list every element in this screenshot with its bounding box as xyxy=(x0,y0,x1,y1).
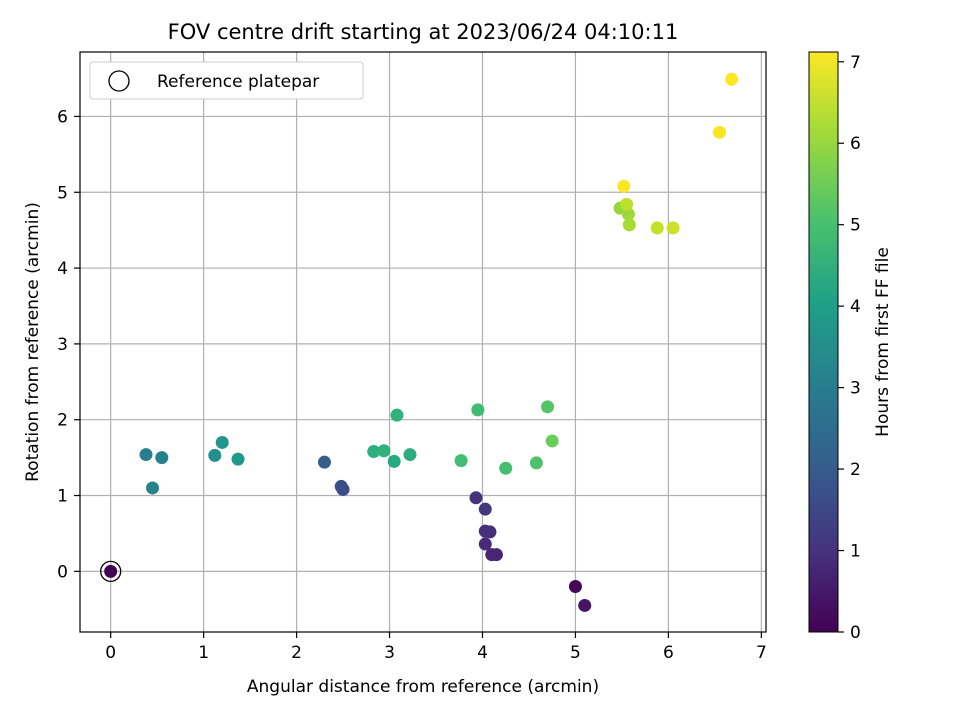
data-point xyxy=(485,548,499,562)
legend: Reference platepar xyxy=(89,61,364,100)
reference-platepar-marker xyxy=(100,560,122,582)
reference-marker xyxy=(100,560,122,582)
colorbar: 0 1 2 3 4 5 6 7 Hours from first FF file xyxy=(808,51,893,643)
data-point xyxy=(621,207,635,221)
colorbar-tick-label: 5 xyxy=(850,216,861,236)
data-point xyxy=(390,408,404,422)
data-point xyxy=(104,564,118,578)
data-point xyxy=(377,444,391,458)
y-tick-label: 4 xyxy=(57,259,68,279)
data-point xyxy=(545,434,559,448)
colorbar-tick-label: 2 xyxy=(850,460,861,480)
colorbar-tick-label: 1 xyxy=(850,542,861,562)
legend-marker-icon xyxy=(108,70,130,92)
data-point xyxy=(478,537,492,551)
data-point xyxy=(568,580,582,594)
y-axis-ticks: 0 1 2 3 4 5 6 xyxy=(57,107,80,582)
x-tick-label: 4 xyxy=(477,643,488,663)
data-point xyxy=(403,448,417,462)
colorbar-tick-label: 0 xyxy=(850,623,861,643)
data-point xyxy=(215,435,229,449)
data-point xyxy=(620,197,634,211)
data-point xyxy=(499,461,513,475)
data-points xyxy=(104,72,739,612)
data-point xyxy=(725,72,739,86)
x-tick-label: 3 xyxy=(384,643,395,663)
data-point xyxy=(622,218,636,232)
data-point xyxy=(367,445,381,459)
data-point xyxy=(617,179,631,193)
y-tick-label: 2 xyxy=(57,411,68,431)
data-point xyxy=(478,502,492,516)
x-tick-label: 6 xyxy=(663,643,674,663)
legend-entry: Reference platepar xyxy=(157,72,319,92)
x-tick-label: 5 xyxy=(570,643,581,663)
data-point xyxy=(231,452,245,466)
colorbar-tick-label: 6 xyxy=(850,134,861,154)
data-point xyxy=(478,524,492,538)
x-tick-label: 7 xyxy=(756,643,767,663)
y-tick-label: 3 xyxy=(57,335,68,355)
data-point xyxy=(454,454,468,468)
x-tick-label: 1 xyxy=(198,643,209,663)
y-tick-label: 1 xyxy=(57,487,68,507)
legend-box xyxy=(89,61,364,100)
y-tick-label: 5 xyxy=(57,183,68,203)
data-point xyxy=(146,481,160,495)
chart-title: FOV centre drift starting at 2023/06/24 … xyxy=(168,20,679,44)
x-tick-label: 0 xyxy=(105,643,116,663)
colorbar-tick-label: 3 xyxy=(850,379,861,399)
data-point xyxy=(208,448,222,462)
data-point xyxy=(317,455,331,469)
data-point xyxy=(387,454,401,468)
data-point xyxy=(578,598,592,612)
data-point xyxy=(139,448,153,462)
y-tick-label: 0 xyxy=(57,562,68,582)
data-point xyxy=(541,400,555,414)
colorbar-tick-label: 7 xyxy=(850,53,861,73)
colorbar-label: Hours from first FF file xyxy=(873,247,893,437)
data-point xyxy=(529,456,543,470)
y-tick-label: 6 xyxy=(57,107,68,127)
data-point xyxy=(469,491,483,505)
x-axis-label: Angular distance from reference (arcmin) xyxy=(247,677,599,697)
data-point xyxy=(334,479,348,493)
data-point xyxy=(666,221,680,235)
data-point xyxy=(471,403,485,417)
x-axis-ticks: 0 1 2 3 4 5 6 7 xyxy=(105,632,767,663)
colorbar-gradient xyxy=(808,51,839,633)
grid-lines xyxy=(80,52,766,632)
colorbar-tick-label: 4 xyxy=(850,297,861,317)
data-point xyxy=(155,451,169,465)
data-point xyxy=(650,221,664,235)
y-axis-label: Rotation from reference (arcmin) xyxy=(23,202,43,482)
colorbar-ticks: 0 1 2 3 4 5 6 7 xyxy=(838,53,861,643)
data-point xyxy=(713,125,727,139)
plot-frame xyxy=(79,51,767,633)
x-tick-label: 2 xyxy=(291,643,302,663)
